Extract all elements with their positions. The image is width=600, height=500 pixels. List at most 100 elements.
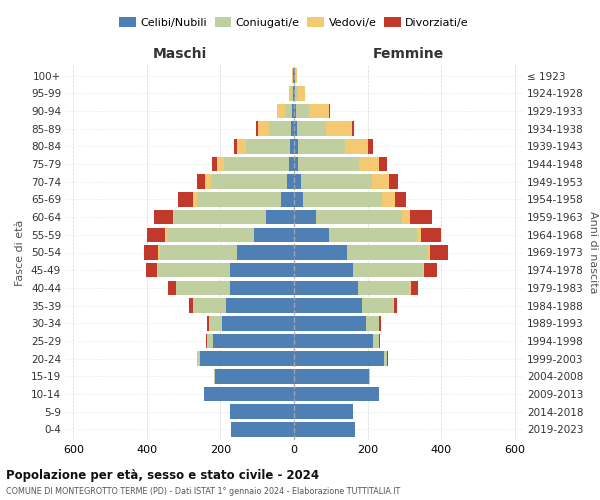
Bar — [295, 68, 298, 83]
Bar — [309, 104, 329, 118]
Bar — [430, 245, 448, 260]
Bar — [394, 298, 397, 313]
Bar — [285, 104, 292, 118]
Bar — [158, 263, 230, 278]
Bar — [294, 157, 298, 172]
Bar — [208, 334, 213, 348]
Bar — [189, 298, 193, 313]
Bar — [291, 86, 293, 101]
Bar — [292, 68, 293, 83]
Bar — [204, 387, 294, 402]
Bar — [211, 174, 287, 189]
Bar — [291, 122, 294, 136]
Bar — [294, 228, 329, 242]
Bar — [207, 316, 209, 330]
Bar — [379, 334, 380, 348]
Bar — [178, 192, 193, 206]
Bar — [294, 174, 301, 189]
Bar — [389, 174, 398, 189]
Bar — [230, 404, 294, 419]
Bar — [254, 228, 294, 242]
Bar — [213, 334, 294, 348]
Bar — [295, 86, 298, 101]
Bar — [424, 263, 437, 278]
Bar — [234, 139, 237, 154]
Bar — [154, 210, 173, 224]
Bar — [206, 334, 207, 348]
Bar — [232, 422, 294, 436]
Bar — [294, 298, 362, 313]
Legend: Celibi/Nubili, Coniugati/e, Vedovi/e, Divorziati/e: Celibi/Nubili, Coniugati/e, Vedovi/e, Di… — [115, 12, 473, 32]
Bar — [359, 157, 379, 172]
Bar — [160, 245, 237, 260]
Bar — [294, 334, 373, 348]
Bar — [298, 86, 305, 101]
Bar — [294, 139, 298, 154]
Bar — [293, 68, 294, 83]
Bar — [379, 157, 386, 172]
Bar — [168, 280, 176, 295]
Bar — [246, 139, 290, 154]
Bar — [373, 334, 379, 348]
Bar — [197, 174, 205, 189]
Bar — [316, 210, 403, 224]
Bar — [294, 387, 379, 402]
Bar — [157, 263, 158, 278]
Bar — [226, 298, 294, 313]
Bar — [258, 122, 269, 136]
Bar — [294, 122, 297, 136]
Bar — [215, 369, 294, 384]
Bar — [296, 104, 309, 118]
Bar — [347, 245, 428, 260]
Bar — [165, 228, 167, 242]
Bar — [293, 86, 294, 101]
Bar — [193, 192, 197, 206]
Text: COMUNE DI MONTEGROTTO TERME (PD) - Dati ISTAT 1° gennaio 2024 - Elaborazione TUT: COMUNE DI MONTEGROTTO TERME (PD) - Dati … — [6, 487, 400, 496]
Bar — [368, 139, 373, 154]
Bar — [358, 280, 410, 295]
Bar — [205, 174, 211, 189]
Bar — [230, 280, 294, 295]
Bar — [217, 157, 224, 172]
Bar — [292, 104, 294, 118]
Bar — [294, 422, 355, 436]
Bar — [287, 174, 294, 189]
Bar — [294, 192, 303, 206]
Bar — [301, 174, 373, 189]
Bar — [143, 245, 158, 260]
Bar — [209, 316, 222, 330]
Bar — [175, 210, 266, 224]
Bar — [146, 263, 157, 278]
Bar — [326, 122, 352, 136]
Bar — [197, 192, 281, 206]
Bar — [382, 192, 395, 206]
Bar — [289, 157, 294, 172]
Bar — [410, 210, 432, 224]
Bar — [281, 192, 294, 206]
Bar — [289, 86, 291, 101]
Bar — [277, 104, 285, 118]
Bar — [294, 369, 370, 384]
Bar — [428, 245, 430, 260]
Bar — [294, 210, 316, 224]
Bar — [294, 316, 366, 330]
Bar — [395, 192, 406, 206]
Bar — [294, 86, 295, 101]
Bar — [222, 316, 294, 330]
Bar — [294, 280, 358, 295]
Bar — [366, 316, 379, 330]
Bar — [352, 122, 354, 136]
Bar — [214, 369, 215, 384]
Bar — [417, 228, 421, 242]
Bar — [294, 263, 353, 278]
Text: Popolazione per età, sesso e stato civile - 2024: Popolazione per età, sesso e stato civil… — [6, 470, 319, 482]
Bar — [294, 352, 384, 366]
Bar — [403, 210, 410, 224]
Bar — [158, 245, 160, 260]
Y-axis label: Fasce di età: Fasce di età — [16, 220, 25, 286]
Bar — [294, 404, 353, 419]
Bar — [167, 228, 254, 242]
Bar — [193, 298, 226, 313]
Bar — [197, 352, 200, 366]
Bar — [384, 352, 387, 366]
